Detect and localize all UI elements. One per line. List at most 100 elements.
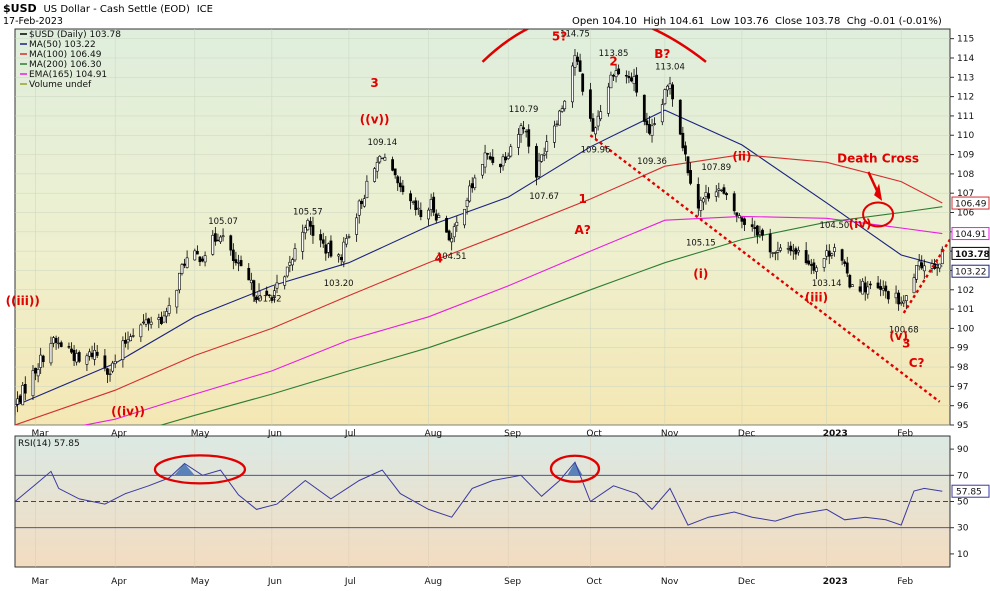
price-labels: 114.75 113.85 113.04 110.79 109.96 109.36 109.… [208,30,918,336]
candle-body [902,300,906,304]
candle-body [791,249,795,252]
candle-body [378,155,382,163]
price-label: 105.15 [686,238,716,248]
candle-body [306,220,310,231]
candle-body [273,290,276,299]
candle-body [671,84,674,100]
candle-body [142,321,145,324]
candle-body [560,108,564,112]
candle-body [825,250,829,257]
candle-body [517,134,520,148]
rsi-circle [153,454,247,485]
candle-body [804,250,808,264]
candle-body [344,238,348,245]
candle-body [257,290,261,299]
candle-body [267,294,271,297]
candle-body [861,280,865,295]
candle-body [522,127,525,130]
wave-label: (i) [693,267,708,281]
candle-body [668,83,672,89]
candle-body [165,311,168,317]
candle-body [940,248,944,265]
candle-body [858,286,862,292]
candle-body [468,185,472,202]
ohlc-readout: Open 104.10 High 104.61 Low 103.76 Close… [572,16,942,27]
candle-body [717,188,721,191]
candle-body [183,263,186,266]
wave-label: 3 [902,337,910,351]
x-tick-label: Jun [267,577,282,587]
candle-body [72,349,76,361]
rsi-tick-label: 50 [957,498,969,508]
candle-body [486,153,490,155]
candle-body [365,180,369,199]
rsi-circle [549,454,601,483]
candle-body [827,250,831,257]
x-tick-label: Dec [738,429,755,439]
candle-body [612,75,615,77]
candle-body [434,213,438,221]
candle-body [501,156,505,167]
candle-body [935,266,939,269]
candle-body [160,316,163,324]
y-tick-label: 108 [957,170,974,180]
candle-body [725,193,728,196]
candle-body [645,120,649,126]
candle-body [702,198,705,203]
candle-body [537,160,541,177]
legend-entry: MA(50) 103.22 [29,40,96,50]
candle-body [807,260,811,265]
candle-body [868,283,872,286]
candle-body [49,343,53,364]
x-tick-label: Sep [504,429,521,439]
up-trendline [902,238,950,314]
candle-body [59,342,63,347]
x-tick-label: Aug [425,429,443,439]
candle-body [563,100,567,110]
candle-body [527,129,531,147]
candle-body [373,168,377,182]
candle-body [275,282,279,289]
candle-body [211,234,215,255]
candle-body [606,86,610,114]
candle-body [591,118,595,132]
axis-tag [951,196,990,210]
candle-body [265,290,269,296]
candle-body [450,237,454,243]
candle-body [185,257,189,268]
candle-body [904,295,908,301]
candle-body [67,346,71,348]
candle-body [912,277,916,294]
y-tick-label: 97 [957,382,968,392]
price-label: 107.67 [529,192,559,202]
x-tick-label: Mar [32,577,49,587]
candle-body [427,209,430,220]
candle-body [535,145,538,178]
candle-body [463,208,466,226]
candle-body [126,339,130,343]
candle-body [216,239,220,242]
candle-body [899,302,903,304]
candle-body [488,156,492,160]
candle-body [249,279,253,284]
death-cross-arrowhead [874,183,883,201]
candle-body [624,75,628,77]
candle-body [247,267,251,281]
candle-body [383,157,387,161]
price-label: 109.36 [637,157,667,167]
rsi-lines [15,461,950,529]
x-tick-label: Oct [586,577,602,587]
wave-label: 5? [552,30,567,44]
candle-body [452,226,456,238]
candle-body [666,85,669,91]
candle-body [596,115,600,127]
wave-label: 4 [435,252,443,266]
wave-label: ((iv)) [111,404,145,418]
candle-body [758,231,762,235]
candle-body [850,284,854,287]
candle-body [938,263,942,269]
candle-body [198,256,202,263]
candle-body [881,288,885,291]
price-label: 103.20 [324,279,354,289]
